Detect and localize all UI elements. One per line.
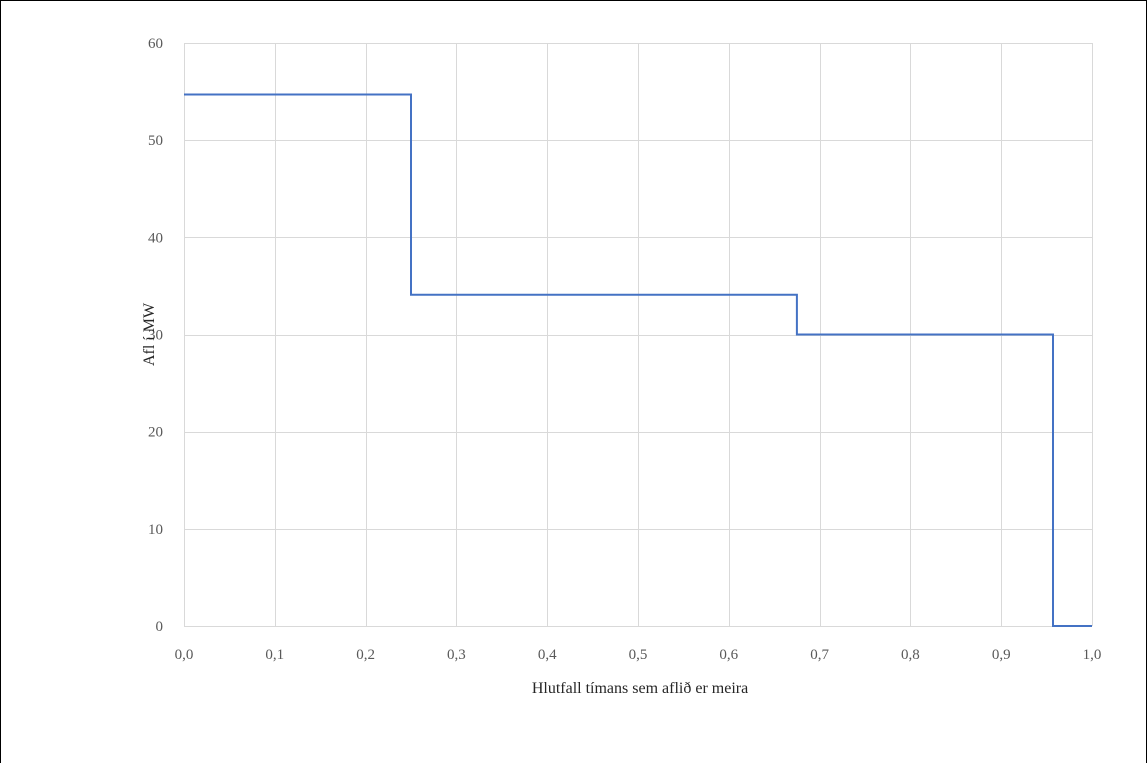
x-tick-label: 0,3 — [447, 647, 466, 663]
x-tick-label: 0,7 — [810, 647, 829, 663]
y-tick-label: 20 — [148, 425, 163, 441]
y-tick-labels: 0 10 20 30 40 50 60 — [148, 36, 163, 635]
y-axis-title: Afl í MW — [141, 302, 158, 366]
y-tick-label: 30 — [148, 328, 163, 344]
x-tick-labels: 0,0 0,1 0,2 0,3 0,4 0,5 0,6 0,7 0,8 0,9 1,0 — [175, 647, 1102, 663]
y-tick-label: 40 — [148, 230, 163, 246]
series-line — [184, 93, 1092, 627]
x-tick-label: 0,1 — [265, 647, 284, 663]
y-tick-label: 50 — [148, 133, 163, 149]
x-tick-label: 0,9 — [992, 647, 1011, 663]
x-tick-label: 0,4 — [538, 647, 557, 663]
x-tick-label: 0,5 — [629, 647, 648, 663]
x-axis-title: Hlutfall tímans sem aflið er meira — [532, 680, 748, 697]
series-layer — [184, 93, 1092, 627]
x-tick-label: 1,0 — [1083, 647, 1102, 663]
y-tick-label: 0 — [156, 619, 164, 635]
y-tick-label: 60 — [148, 36, 163, 52]
x-tick-label: 0,8 — [901, 647, 920, 663]
x-tick-label: 0,2 — [356, 647, 375, 663]
x-tick-label: 0,0 — [175, 647, 194, 663]
y-tick-label: 10 — [148, 522, 163, 538]
x-tick-label: 0,6 — [719, 647, 738, 663]
